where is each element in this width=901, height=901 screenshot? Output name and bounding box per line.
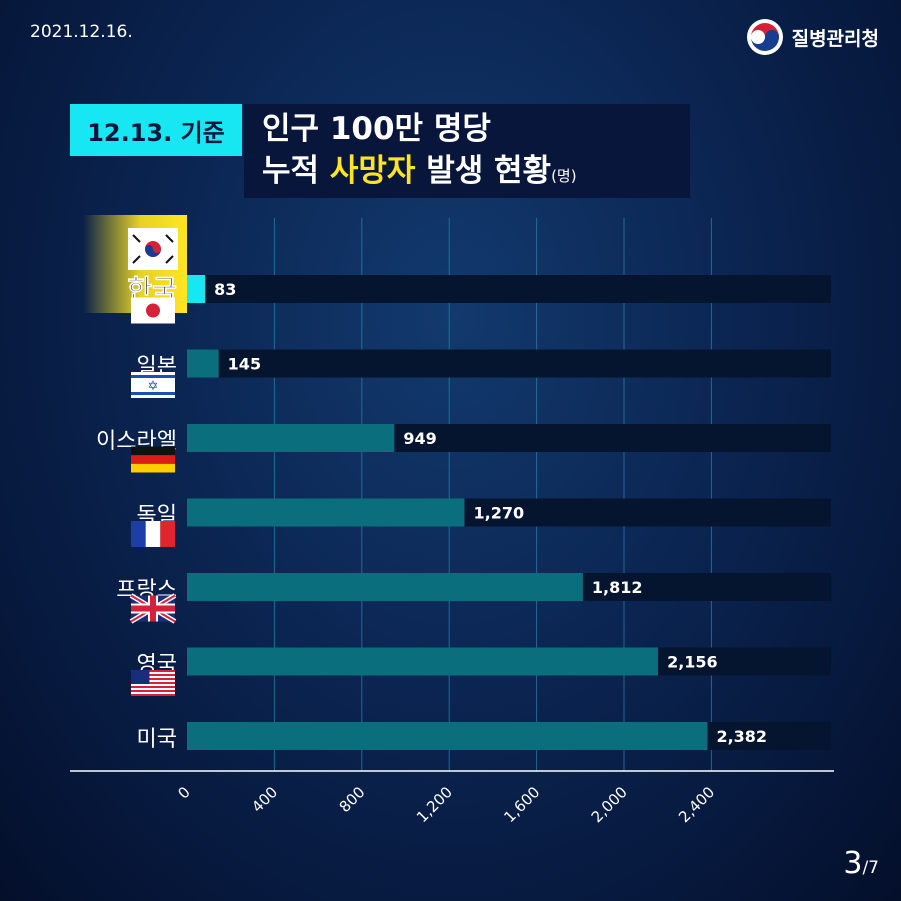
usa-flag-icon (131, 670, 175, 696)
data-label: 2,382 (716, 727, 767, 746)
bar (187, 349, 219, 378)
data-label: 1,270 (473, 504, 524, 523)
israel-flag-icon: ✡ (131, 372, 175, 398)
basis-date-badge: 12.13. 기준 (70, 104, 242, 156)
x-tick-label: 400 (248, 783, 281, 816)
bar (187, 498, 465, 527)
uk-flag-icon (129, 593, 177, 624)
data-label: 1,812 (592, 578, 643, 597)
title-unit: (명) (551, 167, 577, 185)
page-indicator: 3/7 (843, 846, 879, 881)
date-label: 2021.12.16. (30, 22, 133, 42)
bar (187, 647, 659, 676)
title-part-b: 발생 현황 (426, 153, 552, 189)
x-tick-label: 2,000 (588, 783, 631, 826)
japan-flag-icon (131, 297, 175, 324)
data-label: 83 (214, 280, 236, 299)
title-line-1: 인구 100만 명당 (262, 111, 491, 147)
agency-logo: 질병관리청 (746, 18, 879, 56)
title-line-2: 누적 사망자 발생 현황(명) (262, 150, 690, 197)
x-tick-label: 1,200 (413, 783, 456, 826)
data-label: 2,156 (667, 653, 718, 672)
data-label: 949 (403, 429, 436, 448)
title-highlight: 사망자 (329, 153, 416, 189)
title-part-a: 누적 (262, 153, 320, 189)
bar-track (187, 349, 831, 378)
svg-text:✡: ✡ (148, 379, 159, 394)
bar (187, 424, 395, 452)
bar-track (187, 275, 831, 303)
bar (187, 722, 708, 750)
chart-title: 인구 100만 명당 누적 사망자 발생 현황(명) (244, 104, 690, 198)
agency-name: 질병관리청 (791, 27, 879, 50)
x-tick-label: 1,600 (500, 783, 543, 826)
x-tick-label: 800 (336, 783, 369, 816)
page-current: 3 (843, 846, 863, 881)
france-flag-icon (131, 521, 175, 547)
x-tick-label: 2,400 (675, 783, 718, 826)
korea-flag-icon (128, 228, 178, 270)
page-total: /7 (862, 858, 879, 878)
bar (187, 275, 206, 303)
taegeuk-logo-icon (746, 19, 783, 55)
x-tick-label: 0 (174, 783, 193, 802)
germany-flag-icon (131, 446, 175, 473)
data-label: 145 (228, 355, 261, 374)
bar (187, 573, 583, 601)
category-label: 미국 (137, 727, 177, 752)
